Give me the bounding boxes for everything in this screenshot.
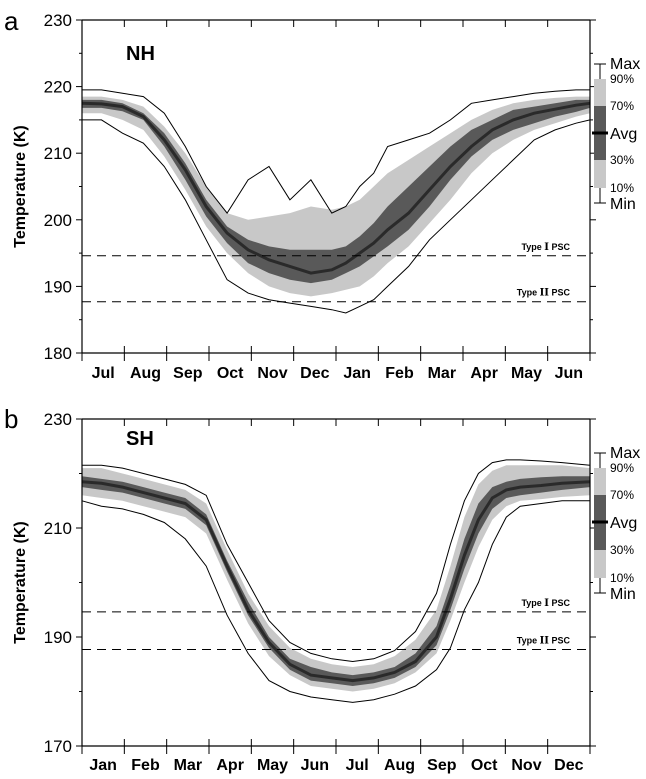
legend-swatch-70-90 <box>594 79 606 106</box>
month-label-dec: Dec <box>300 365 329 382</box>
month-label-sep: Sep <box>173 365 203 382</box>
month-label-sep: Sep <box>427 757 457 774</box>
month-label-jul: Jul <box>346 757 369 774</box>
legend-30-label: 30% <box>610 543 634 557</box>
y-tick-label: 190 <box>44 277 72 296</box>
legend-90-label: 90% <box>610 461 634 475</box>
month-label-may: May <box>257 757 288 774</box>
month-label-jun: Jun <box>555 365 583 382</box>
month-label-jul: Jul <box>92 365 115 382</box>
month-label-feb: Feb <box>385 365 414 382</box>
psc-label-1: Type I PSC <box>521 598 570 609</box>
series-avg-line <box>81 480 591 683</box>
y-axis-title: Temperature (K) <box>12 521 29 643</box>
y-tick-label: 190 <box>44 628 72 647</box>
legend-avg-label: Avg <box>610 126 637 143</box>
month-label-jan: Jan <box>343 365 371 382</box>
month-label-apr: Apr <box>470 365 498 382</box>
psc-label-2: Type II PSC <box>517 288 571 299</box>
legend-max-label: Max <box>610 445 640 462</box>
psc-label-part: II <box>540 636 550 647</box>
psc-label-2: Type II PSC <box>517 636 571 647</box>
y-tick-label: 230 <box>44 11 72 30</box>
psc-label-part: II <box>540 288 550 299</box>
y-tick-label: 200 <box>44 211 72 230</box>
series-min-line <box>82 119 591 314</box>
psc-label-part: PSC <box>549 598 571 608</box>
month-label-mar: Mar <box>428 365 456 382</box>
month-label-apr: Apr <box>216 757 244 774</box>
psc-label-part: PSC <box>549 636 571 646</box>
panel-letter: a <box>4 6 19 36</box>
legend-70-label: 70% <box>610 99 634 113</box>
legend-swatch-10-30 <box>594 160 606 188</box>
y-tick-label: 210 <box>44 144 72 163</box>
psc-label-part: PSC <box>549 242 571 252</box>
psc-label-part: I <box>544 242 549 253</box>
psc-label-part: Type <box>521 242 544 252</box>
series-min-line <box>81 500 590 703</box>
legend-swatch-10-30 <box>594 550 606 578</box>
hemisphere-label: SH <box>126 428 154 450</box>
month-label-mar: Mar <box>174 757 202 774</box>
month-label-dec: Dec <box>554 757 583 774</box>
series-max-line <box>82 89 590 214</box>
month-label-oct: Oct <box>217 365 244 382</box>
legend-max-label: Max <box>610 56 640 73</box>
y-tick-label: 220 <box>44 78 72 97</box>
y-tick-label: 210 <box>44 519 72 538</box>
y-axis-title: Temperature (K) <box>12 125 29 247</box>
y-tick-label: 180 <box>44 344 72 363</box>
month-label-nov: Nov <box>257 365 287 382</box>
month-label-aug: Aug <box>130 365 161 382</box>
psc-label-part: PSC <box>549 288 571 298</box>
legend-70-label: 70% <box>610 488 634 502</box>
legend-min-label: Min <box>610 586 636 603</box>
panel-letter: b <box>4 404 18 434</box>
psc-label-part: Type <box>517 288 540 298</box>
legend-avg-label: Avg <box>610 515 637 532</box>
psc-label-part: Type <box>517 636 540 646</box>
series-max-line <box>82 459 591 663</box>
y-tick-label: 170 <box>44 737 72 756</box>
month-label-may: May <box>511 365 542 382</box>
hemisphere-label: NH <box>126 43 155 65</box>
legend-90-label: 90% <box>610 72 634 86</box>
band-30-70 <box>82 99 590 284</box>
psc-label-1: Type I PSC <box>521 242 570 253</box>
month-label-feb: Feb <box>131 757 160 774</box>
month-label-oct: Oct <box>471 757 498 774</box>
legend-swatch-70-90 <box>594 468 606 495</box>
series-avg-line <box>81 101 591 275</box>
month-label-nov: Nov <box>511 757 541 774</box>
y-tick-label: 230 <box>44 410 72 429</box>
psc-label-part: I <box>544 598 549 609</box>
month-label-aug: Aug <box>384 757 415 774</box>
month-label-jan: Jan <box>89 757 117 774</box>
legend-10-label: 10% <box>610 181 634 195</box>
psc-label-part: Type <box>521 598 544 608</box>
legend-30-label: 30% <box>610 153 634 167</box>
legend-min-label: Min <box>610 196 636 213</box>
month-label-jun: Jun <box>301 757 329 774</box>
legend-10-label: 10% <box>610 571 634 585</box>
